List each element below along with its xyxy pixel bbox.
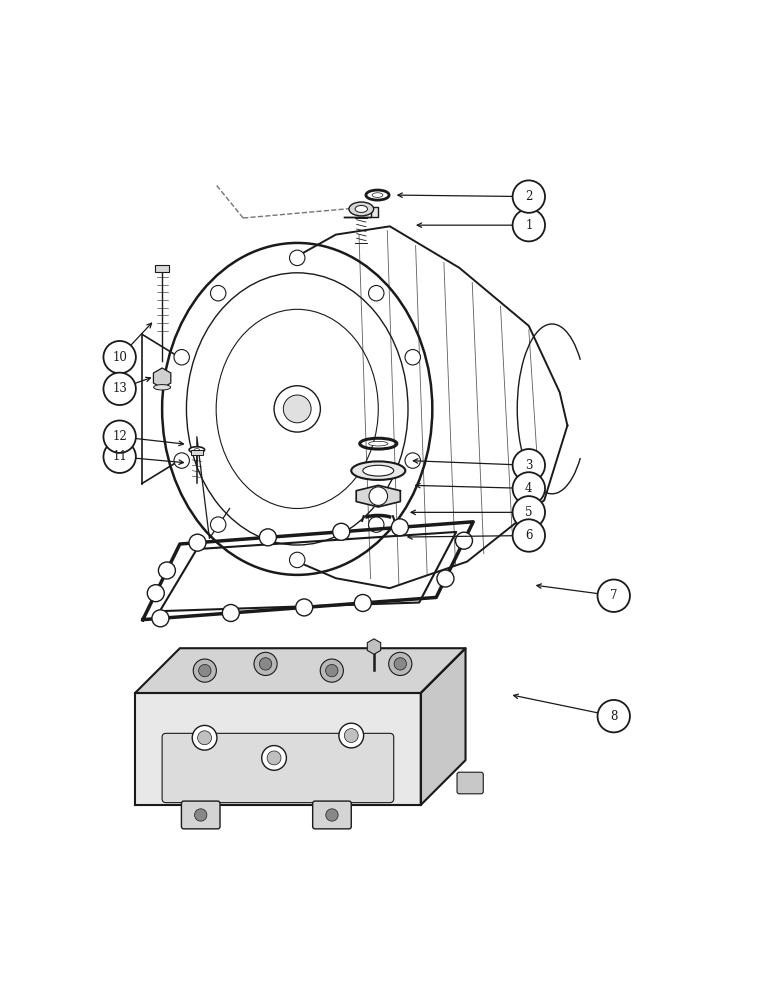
Circle shape bbox=[513, 180, 545, 213]
Ellipse shape bbox=[195, 449, 199, 451]
Circle shape bbox=[437, 570, 454, 587]
Circle shape bbox=[326, 664, 338, 677]
Circle shape bbox=[174, 350, 189, 365]
Text: 2: 2 bbox=[525, 190, 533, 203]
Ellipse shape bbox=[351, 461, 405, 480]
Circle shape bbox=[147, 585, 164, 602]
Circle shape bbox=[103, 341, 136, 373]
Circle shape bbox=[354, 594, 371, 611]
Circle shape bbox=[513, 496, 545, 529]
Circle shape bbox=[391, 519, 408, 536]
Text: 3: 3 bbox=[525, 459, 533, 472]
Circle shape bbox=[103, 441, 136, 473]
Text: 13: 13 bbox=[112, 382, 127, 395]
Circle shape bbox=[394, 658, 406, 670]
Text: 12: 12 bbox=[112, 430, 127, 443]
Circle shape bbox=[189, 534, 206, 551]
Circle shape bbox=[290, 552, 305, 568]
Circle shape bbox=[198, 664, 211, 677]
Circle shape bbox=[333, 523, 350, 540]
Circle shape bbox=[405, 453, 421, 468]
Text: 7: 7 bbox=[610, 589, 618, 602]
FancyBboxPatch shape bbox=[181, 801, 220, 829]
Text: 5: 5 bbox=[525, 506, 533, 519]
Bar bbox=[155, 265, 169, 272]
Circle shape bbox=[339, 723, 364, 748]
Text: 8: 8 bbox=[610, 710, 618, 723]
Text: 6: 6 bbox=[525, 529, 533, 542]
Circle shape bbox=[267, 751, 281, 765]
Circle shape bbox=[103, 420, 136, 453]
Circle shape bbox=[274, 386, 320, 432]
Polygon shape bbox=[344, 207, 378, 217]
Circle shape bbox=[369, 487, 388, 505]
Circle shape bbox=[513, 449, 545, 481]
Circle shape bbox=[405, 350, 421, 365]
Text: 11: 11 bbox=[112, 450, 127, 463]
Circle shape bbox=[259, 529, 276, 546]
Text: 1: 1 bbox=[525, 219, 533, 232]
Ellipse shape bbox=[368, 441, 388, 446]
Ellipse shape bbox=[355, 205, 367, 212]
Circle shape bbox=[368, 285, 384, 301]
Circle shape bbox=[211, 285, 226, 301]
Circle shape bbox=[195, 809, 207, 821]
Circle shape bbox=[290, 250, 305, 266]
Ellipse shape bbox=[154, 385, 171, 390]
Polygon shape bbox=[135, 648, 466, 693]
Circle shape bbox=[259, 658, 272, 670]
FancyBboxPatch shape bbox=[457, 772, 483, 794]
Polygon shape bbox=[135, 693, 421, 805]
FancyBboxPatch shape bbox=[162, 733, 394, 803]
Circle shape bbox=[455, 532, 472, 549]
Circle shape bbox=[513, 209, 545, 241]
Ellipse shape bbox=[189, 447, 205, 453]
Polygon shape bbox=[356, 485, 401, 507]
Ellipse shape bbox=[349, 202, 374, 216]
Circle shape bbox=[388, 652, 411, 675]
Circle shape bbox=[368, 517, 384, 532]
Bar bbox=[191, 450, 203, 455]
Circle shape bbox=[103, 373, 136, 405]
FancyBboxPatch shape bbox=[313, 801, 351, 829]
Circle shape bbox=[513, 472, 545, 505]
Circle shape bbox=[193, 659, 216, 682]
Text: 4: 4 bbox=[525, 482, 533, 495]
Circle shape bbox=[326, 809, 338, 821]
Ellipse shape bbox=[372, 193, 383, 197]
Circle shape bbox=[198, 731, 212, 745]
Circle shape bbox=[283, 395, 311, 423]
Text: 10: 10 bbox=[112, 351, 127, 364]
Circle shape bbox=[192, 725, 217, 750]
Circle shape bbox=[174, 453, 189, 468]
Circle shape bbox=[598, 580, 630, 612]
Circle shape bbox=[598, 700, 630, 732]
Circle shape bbox=[211, 517, 226, 532]
Circle shape bbox=[222, 604, 239, 621]
Circle shape bbox=[513, 519, 545, 552]
Circle shape bbox=[320, 659, 344, 682]
Circle shape bbox=[262, 746, 286, 770]
Circle shape bbox=[254, 652, 277, 675]
Polygon shape bbox=[421, 648, 466, 805]
Circle shape bbox=[152, 610, 169, 627]
Circle shape bbox=[344, 729, 358, 742]
Circle shape bbox=[296, 599, 313, 616]
Circle shape bbox=[158, 562, 175, 579]
Ellipse shape bbox=[363, 465, 394, 476]
